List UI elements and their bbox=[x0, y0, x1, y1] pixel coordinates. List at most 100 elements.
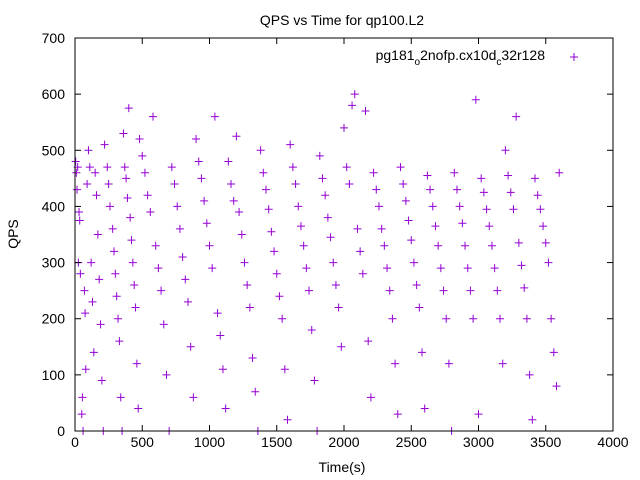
data-point bbox=[366, 393, 375, 402]
data-point bbox=[348, 101, 357, 110]
data-point bbox=[369, 168, 378, 177]
x-tick-label: 1000 bbox=[194, 434, 225, 450]
data-point bbox=[377, 224, 386, 233]
data-point bbox=[458, 219, 467, 228]
data-point bbox=[358, 269, 367, 278]
data-point bbox=[149, 112, 158, 121]
data-point bbox=[541, 238, 550, 247]
data-point bbox=[407, 236, 416, 245]
data-point bbox=[248, 354, 257, 363]
data-point bbox=[383, 264, 392, 273]
data-point bbox=[93, 230, 102, 239]
data-point bbox=[130, 281, 139, 290]
data-point bbox=[294, 202, 303, 211]
data-point bbox=[194, 157, 203, 166]
data-point bbox=[192, 135, 201, 144]
data-point bbox=[444, 359, 453, 368]
data-point bbox=[202, 219, 211, 228]
data-point bbox=[216, 331, 225, 340]
data-point bbox=[364, 337, 373, 346]
data-point bbox=[525, 370, 534, 379]
data-point bbox=[547, 314, 556, 323]
data-point bbox=[181, 275, 190, 284]
data-point bbox=[245, 303, 254, 312]
data-point bbox=[514, 238, 523, 247]
x-tick-label: 500 bbox=[131, 434, 155, 450]
data-point bbox=[126, 213, 135, 222]
data-point bbox=[420, 404, 429, 413]
data-point bbox=[305, 286, 314, 295]
data-point bbox=[167, 163, 176, 172]
data-point bbox=[105, 202, 114, 211]
data-point bbox=[83, 179, 92, 188]
data-point bbox=[114, 314, 123, 323]
data-point bbox=[356, 247, 365, 256]
data-point bbox=[493, 286, 502, 295]
data-point bbox=[124, 104, 133, 113]
data-point bbox=[506, 188, 515, 197]
data-point bbox=[334, 303, 343, 312]
legend: pg181o2nofp.cx10dc32r128 bbox=[376, 47, 578, 68]
data-point bbox=[75, 208, 84, 217]
data-point bbox=[170, 179, 179, 188]
data-point bbox=[116, 393, 125, 402]
data-point bbox=[490, 264, 499, 273]
data-point bbox=[450, 168, 459, 177]
data-point bbox=[315, 151, 324, 160]
data-point bbox=[391, 359, 400, 368]
data-point bbox=[544, 258, 553, 267]
y-tick-label: 300 bbox=[42, 255, 66, 271]
data-point bbox=[72, 168, 81, 177]
data-point bbox=[120, 163, 129, 172]
data-point bbox=[88, 297, 97, 306]
data-point bbox=[256, 146, 265, 155]
data-point bbox=[280, 365, 289, 374]
data-point bbox=[310, 376, 319, 385]
data-point bbox=[80, 286, 89, 295]
data-point bbox=[261, 185, 270, 194]
data-point bbox=[385, 286, 394, 295]
data-point bbox=[318, 174, 327, 183]
y-tick-label: 500 bbox=[42, 142, 66, 158]
y-tick-label: 400 bbox=[42, 198, 66, 214]
y-tick-label: 100 bbox=[42, 367, 66, 383]
data-point bbox=[393, 410, 402, 419]
data-point bbox=[326, 233, 335, 242]
data-point bbox=[229, 196, 238, 205]
data-point bbox=[404, 216, 413, 225]
chart-title: QPS vs Time for qp100.L2 bbox=[260, 12, 424, 28]
data-point bbox=[227, 179, 236, 188]
data-point bbox=[350, 90, 359, 99]
data-point bbox=[205, 241, 214, 250]
x-tick-label: 3500 bbox=[530, 434, 561, 450]
data-point bbox=[380, 241, 389, 250]
data-point bbox=[275, 292, 284, 301]
data-point bbox=[77, 410, 86, 419]
data-point bbox=[108, 224, 117, 233]
data-point bbox=[361, 106, 370, 115]
x-axis-ticks: 0 500 1000 1500 2000 2500 3000 3500 4000 bbox=[71, 38, 629, 450]
data-point bbox=[485, 222, 494, 231]
y-tick-label: 0 bbox=[57, 423, 65, 439]
data-point bbox=[520, 283, 529, 292]
data-point bbox=[477, 174, 486, 183]
data-point bbox=[321, 191, 330, 200]
data-point bbox=[131, 303, 140, 312]
data-point bbox=[512, 112, 521, 121]
x-tick-label: 1500 bbox=[261, 434, 292, 450]
data-point bbox=[235, 208, 244, 217]
data-point bbox=[552, 382, 561, 391]
data-point bbox=[159, 320, 168, 329]
data-point bbox=[97, 376, 106, 385]
data-point bbox=[135, 135, 144, 144]
data-point bbox=[401, 196, 410, 205]
x-tick-label: 2500 bbox=[396, 434, 427, 450]
data-point bbox=[307, 325, 316, 334]
data-point bbox=[469, 314, 478, 323]
data-point bbox=[122, 174, 131, 183]
data-point bbox=[452, 185, 461, 194]
data-point bbox=[353, 224, 362, 233]
data-point bbox=[146, 208, 155, 217]
